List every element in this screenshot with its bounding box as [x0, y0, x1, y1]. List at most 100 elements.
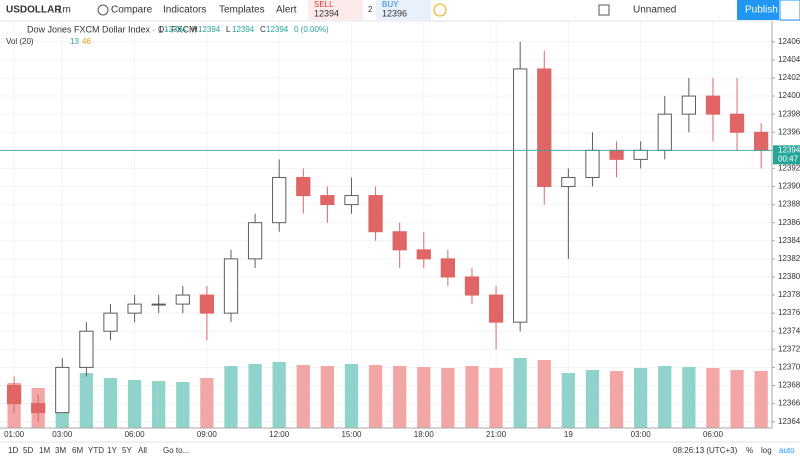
volume-bar: [706, 368, 720, 428]
spread: 2: [368, 5, 373, 14]
x-tick-label: 21:00: [486, 430, 507, 439]
volume-bar: [682, 367, 696, 428]
candle-body: [537, 68, 552, 188]
checkbox[interactable]: [598, 4, 610, 16]
candle-body: [392, 231, 407, 251]
candle-body: [561, 176, 576, 188]
info-icon[interactable]: [433, 3, 447, 17]
range-button[interactable]: 1D: [8, 446, 18, 455]
ohlc-legend: O 12394 H 12394 L 12394 C 12394 0 (0.00%): [158, 25, 329, 34]
volume-bar: [344, 364, 359, 428]
volume-bar: [465, 366, 479, 428]
goto[interactable]: Go to...: [163, 446, 189, 455]
candle-body: [633, 149, 648, 160]
x-tick-label: 09:00: [197, 430, 218, 439]
y-tick-label: 12386: [778, 218, 800, 227]
candle-body: [6, 384, 22, 405]
last-price-tag: [773, 145, 800, 165]
layout-name[interactable]: Unnamed: [633, 5, 676, 16]
alert[interactable]: Alert: [276, 5, 297, 16]
candle-body: [416, 249, 431, 260]
y-tick-label: 12390: [778, 182, 800, 191]
plot: [0, 21, 772, 428]
x-tick-label: 19: [564, 430, 573, 439]
ohlc-value: 12394: [266, 25, 289, 34]
y-tick-label: 12388: [778, 200, 800, 209]
volume-bar: [561, 373, 575, 428]
log[interactable]: log: [761, 446, 772, 455]
x-tick-label: 12:00: [269, 430, 290, 439]
volume-bar: [320, 366, 335, 428]
volume-bar: [103, 378, 118, 428]
y-tick-label: 12400: [778, 91, 800, 100]
y-tick-label: 12392: [778, 164, 800, 173]
y-tick-label: 12380: [778, 272, 800, 281]
buy-label: BUY: [382, 0, 399, 9]
volume-bar: [200, 378, 214, 428]
compare[interactable]: Compare: [111, 5, 153, 16]
ohlc-value: 12394: [198, 25, 221, 34]
candle-body: [729, 113, 745, 133]
candle-body: [344, 195, 359, 206]
x-tick-label: 15:00: [341, 430, 362, 439]
candle-body: [31, 403, 46, 414]
volume-title: Vol (20): [6, 37, 34, 46]
volume-bar: [176, 382, 190, 428]
y-tick-label: 12376: [778, 308, 800, 317]
ohlc-label: C: [260, 25, 266, 34]
interval[interactable]: 1m: [57, 5, 71, 16]
volume-bar: [754, 371, 768, 428]
volume-bar: [224, 366, 238, 428]
play-button[interactable]: [779, 0, 800, 21]
candle-body: [103, 312, 118, 332]
clock: 08:26:13 (UTC+3): [673, 446, 738, 455]
range-buttons: 1D 5D 1M 3M 6M YTD 1Y 5Y All: [8, 446, 147, 455]
range-button[interactable]: All: [138, 446, 147, 455]
price-axis: [772, 21, 800, 428]
candle-body: [296, 176, 311, 197]
x-tick-label: 06:00: [703, 430, 724, 439]
range-button[interactable]: 1M: [39, 446, 50, 455]
candle-body: [223, 258, 239, 314]
candle-body: [705, 95, 721, 115]
volume-bar: [79, 373, 94, 428]
ohlc-label: H: [192, 25, 198, 34]
range-button[interactable]: 1Y: [107, 446, 117, 455]
y-tick-label: 12398: [778, 109, 800, 118]
x-tick-label: 06:00: [125, 430, 146, 439]
range-button[interactable]: 3M: [55, 446, 66, 455]
volume-bar: [634, 368, 648, 428]
range-button[interactable]: YTD: [88, 446, 104, 455]
range-button[interactable]: 5D: [23, 446, 33, 455]
y-tick-label: 12402: [778, 73, 800, 82]
percent[interactable]: %: [746, 446, 753, 455]
ohlc-value: 12394: [232, 25, 255, 34]
candle-body: [488, 294, 504, 323]
templates[interactable]: Templates: [219, 5, 265, 16]
y-tick-label: 12406: [778, 37, 800, 46]
last-price-label: 12394: [778, 145, 800, 154]
range-button[interactable]: 5Y: [122, 446, 132, 455]
y-tick-label: 12368: [778, 381, 800, 390]
y-tick-label: 12382: [778, 254, 800, 263]
range-button[interactable]: 6M: [72, 446, 83, 455]
candle-body: [199, 294, 215, 314]
candle-body: [79, 330, 94, 368]
candle-body: [320, 195, 335, 206]
volume-bar: [730, 370, 744, 428]
volume-value: 13: [70, 37, 79, 46]
y-tick-label: 12364: [778, 417, 800, 426]
buy-button[interactable]: [376, 0, 431, 20]
auto[interactable]: auto: [779, 446, 795, 455]
volume-bar: [152, 381, 166, 428]
publish-button[interactable]: [737, 0, 779, 20]
symbol[interactable]: USDOLLAR: [6, 5, 62, 16]
volume-bar: [489, 368, 503, 428]
candle-body: [609, 149, 624, 160]
candle-body: [464, 276, 480, 296]
compare-icon[interactable]: [97, 4, 109, 16]
candle-body: [754, 131, 769, 151]
sell-button[interactable]: [308, 0, 363, 20]
indicators[interactable]: Indicators: [163, 5, 206, 16]
volume-bar: [248, 364, 262, 428]
